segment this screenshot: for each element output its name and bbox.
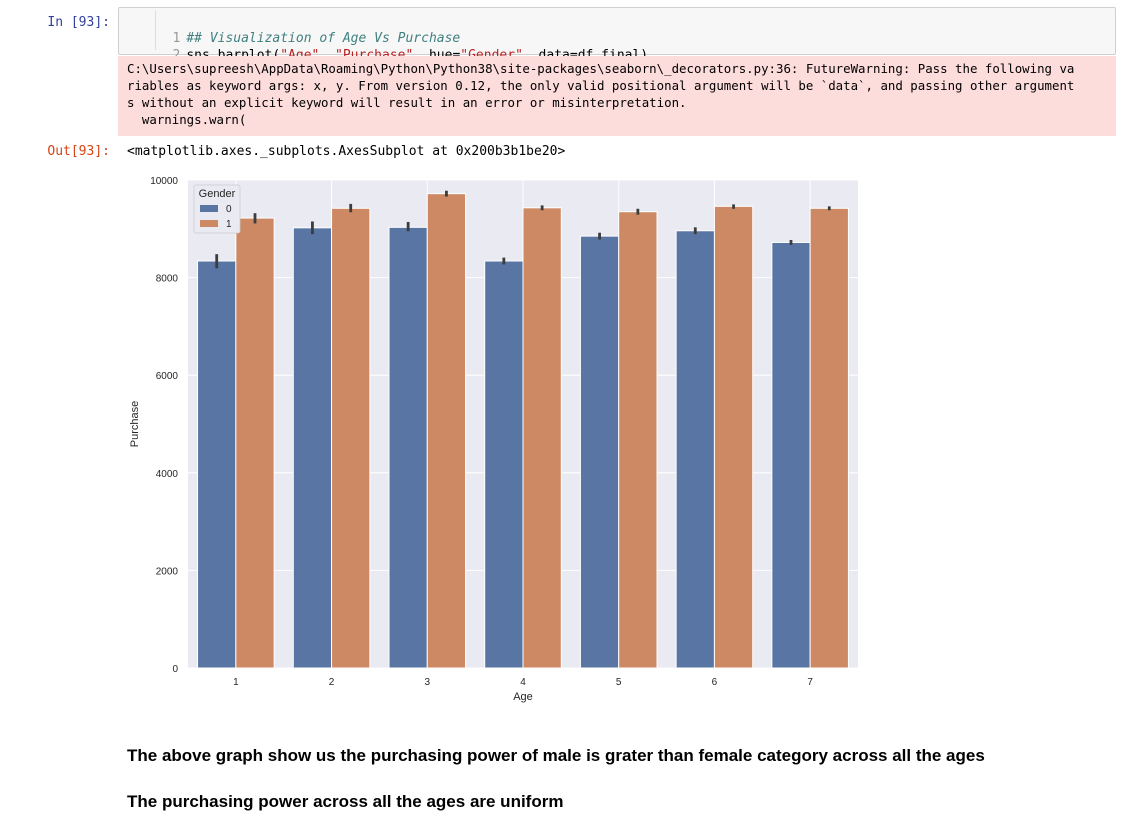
stderr-line: warnings.warn( <box>127 112 247 127</box>
line-number: 2 <box>150 47 180 64</box>
legend-title: Gender <box>199 188 236 200</box>
x-tick-label: 1 <box>233 677 239 688</box>
bar-gender-1 <box>235 217 275 669</box>
code-cell[interactable]: 1## Visualization of Age Vs Purchase 2sn… <box>118 7 1116 63</box>
input-prompt: In [93]: <box>47 15 110 30</box>
code-token: , <box>319 48 335 63</box>
x-tick-label: 3 <box>425 677 431 688</box>
bar-gender-1 <box>522 207 562 669</box>
stderr-line: s without an explicit keyword will resul… <box>127 95 687 110</box>
x-tick-label: 7 <box>807 677 813 688</box>
bar-gender-0 <box>484 260 524 669</box>
code-line-1[interactable]: 1 ## Visualization of Age Vs Purchase <box>119 13 460 64</box>
bar-gender-0 <box>579 235 620 669</box>
bar-chart: 0 2000 4000 6000 8000 10000 1 2 3 4 5 6 7 Age Purchase… <box>129 176 858 703</box>
y-tick-label: 4000 <box>156 469 179 480</box>
bar-gender-0 <box>292 227 333 669</box>
markdown-line-1: The above graph show us the purchasing p… <box>127 746 985 765</box>
stderr-line: C:\Users\supreesh\AppData\Roaming\Python… <box>127 61 1075 76</box>
legend-swatch-0 <box>200 205 218 212</box>
code-gutter <box>155 10 156 50</box>
x-tick-label: 5 <box>616 677 622 688</box>
x-tick-label: 6 <box>712 677 718 688</box>
y-tick-label: 8000 <box>156 274 179 285</box>
y-tick-label: 0 <box>172 664 178 675</box>
bar-gender-1 <box>331 207 371 669</box>
stderr-line: riables as keyword args: x, y. From vers… <box>127 78 1075 93</box>
bar-gender-0 <box>675 230 715 669</box>
output-repr: <matplotlib.axes._subplots.AxesSubplot a… <box>127 144 566 159</box>
bar-gender-1 <box>618 211 658 669</box>
y-tick-label: 10000 <box>150 176 178 187</box>
markdown-line-2: The purchasing power across all the ages… <box>127 792 564 811</box>
line-number: 1 <box>172 31 181 46</box>
bar-gender-0 <box>388 226 428 669</box>
stderr-output: C:\Users\supreesh\AppData\Roaming\Python… <box>118 56 1116 136</box>
legend-label-1: 1 <box>226 219 232 230</box>
output-prompt: Out[93]: <box>47 144 110 159</box>
y-axis-label: Purchase <box>129 401 141 447</box>
bar-gender-0 <box>197 260 237 669</box>
bar-gender-1 <box>426 193 467 669</box>
x-tick-label: 2 <box>329 677 335 688</box>
x-tick-label: 4 <box>520 677 526 688</box>
code-comment: ## Visualization of Age Vs Purchase <box>186 31 461 46</box>
bar-gender-0 <box>771 241 811 669</box>
bar-gender-1 <box>809 207 849 669</box>
y-tick-label: 2000 <box>156 566 179 577</box>
legend-label-0: 0 <box>226 204 232 215</box>
x-axis-label: Age <box>513 691 533 703</box>
bar-gender-1 <box>713 205 754 669</box>
y-tick-label: 6000 <box>156 371 179 382</box>
legend-swatch-1 <box>200 220 218 227</box>
